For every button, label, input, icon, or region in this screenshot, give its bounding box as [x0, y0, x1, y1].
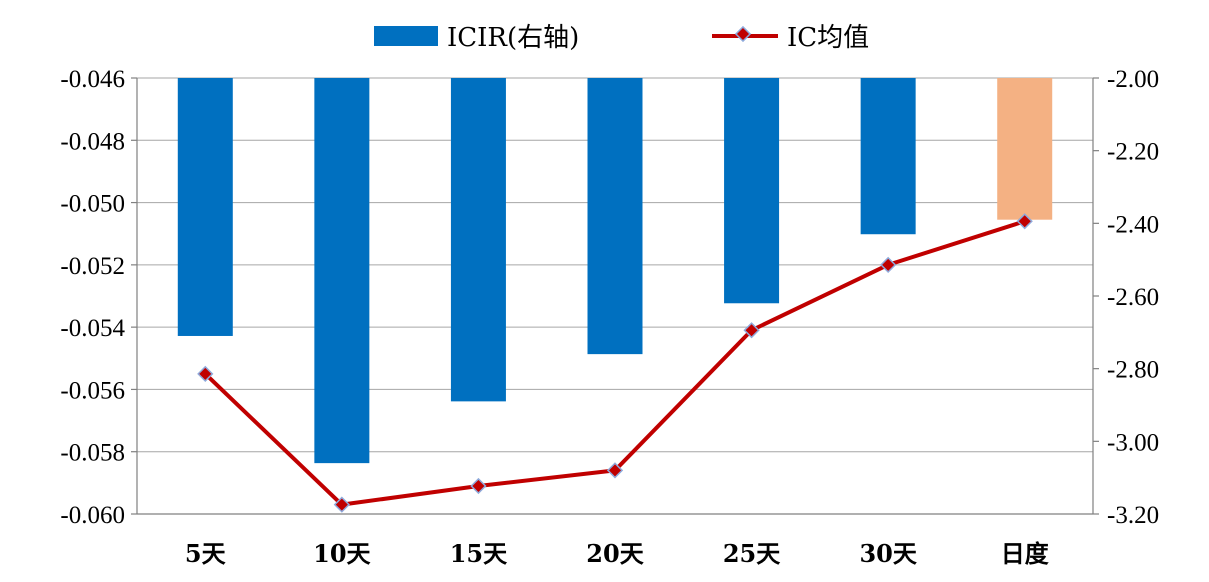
legend-label-icir: ICIR(右轴): [447, 23, 579, 53]
ic-marker: [197, 365, 214, 382]
axes: [131, 77, 1099, 515]
right-tick-label: -2.00: [1107, 66, 1159, 93]
ic-marker: [333, 496, 350, 513]
legend-swatch-icir: [374, 26, 438, 46]
category-label: 日度: [1001, 539, 1050, 568]
category-label: 15天: [450, 539, 507, 568]
category-label: 20天: [586, 539, 643, 568]
left-tick-label: -0.060: [60, 502, 125, 529]
left-tick-label: -0.056: [60, 377, 125, 404]
left-tick-label: -0.046: [60, 66, 125, 93]
bar: [314, 78, 370, 464]
right-tick-label: -2.60: [1107, 284, 1159, 311]
ic-marker: [606, 462, 624, 479]
left-tick-label: -0.052: [60, 253, 125, 280]
legend-label-ic: IC均值: [787, 23, 869, 53]
category-label: 25天: [723, 539, 780, 568]
ic-marker: [1016, 213, 1033, 230]
right-tick-label: -2.40: [1107, 211, 1159, 238]
left-tick-label: -0.058: [60, 440, 125, 467]
left-tick-label: -0.048: [60, 128, 125, 155]
bar: [724, 78, 780, 304]
left-tick-label: -0.054: [60, 315, 125, 342]
category-labels: 5天 10天 15天 20天 25天 30天 日度: [185, 539, 1050, 568]
bar: [450, 78, 506, 402]
ic-marker: [470, 477, 487, 495]
bar: [587, 78, 643, 355]
right-tick-label: -3.00: [1107, 429, 1159, 456]
right-tick-label: -3.20: [1107, 502, 1159, 529]
right-tick-label: -2.80: [1107, 357, 1159, 384]
right-tick-label: -2.20: [1107, 139, 1159, 166]
legend: ICIR(右轴) IC均值: [374, 23, 869, 53]
line-series: [197, 213, 1033, 513]
legend-marker-ic: [734, 25, 752, 43]
left-tick-label: -0.050: [60, 191, 125, 218]
bar: [997, 78, 1053, 220]
bar: [860, 78, 916, 235]
bar: [177, 78, 233, 336]
ic-marker: [880, 256, 897, 273]
bar-series: [177, 78, 1053, 464]
right-axis-tick-labels: -2.00 -2.20 -2.40 -2.60 -2.80 -3.00 -3.20: [1107, 66, 1159, 529]
category-label: 5天: [185, 539, 226, 568]
ic-marker: [743, 322, 760, 339]
category-label: 30天: [859, 539, 916, 568]
left-axis-tick-labels: -0.046 -0.048 -0.050 -0.052 -0.054 -0.056 -0.0…: [60, 66, 125, 529]
category-label: 10天: [313, 539, 370, 568]
